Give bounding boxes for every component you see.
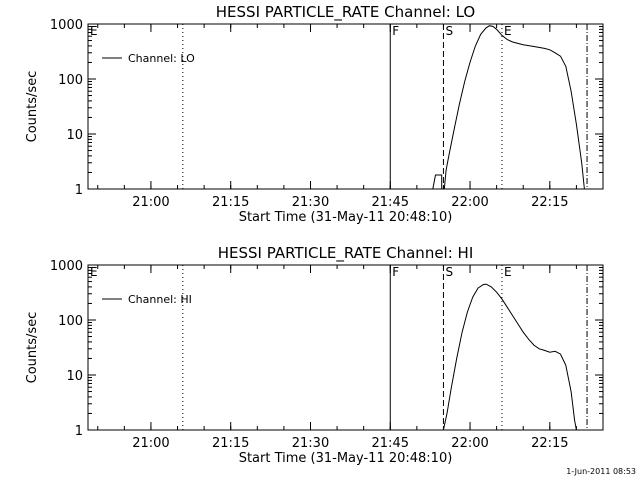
y-axis-label: Counts/sec	[25, 312, 40, 384]
legend-label: Channel: LO	[128, 52, 195, 65]
y-tick-label: 1	[75, 183, 83, 198]
plot-frame	[87, 264, 604, 431]
x-tick-label: 21:30	[292, 436, 329, 451]
series-line	[432, 25, 585, 190]
event-marker-label: F	[392, 265, 399, 279]
x-tick-label: 21:30	[292, 195, 329, 210]
plot-frame	[87, 23, 604, 190]
hi-channel-panel: HESSI PARTICLE_RATE Channel: HI Start Tim…	[25, 244, 604, 466]
y-tick-label: 10	[66, 369, 83, 384]
y-axis-label: Counts/sec	[25, 71, 40, 143]
x-axis-label: Start Time (31-May-11 20:48:10)	[239, 210, 453, 225]
event-marker-label: F	[392, 24, 399, 38]
y-tick-label: 10	[66, 128, 83, 143]
x-tick-label: 21:15	[212, 436, 249, 451]
event-marker-label: S	[445, 265, 453, 279]
chart-title: HESSI PARTICLE_RATE Channel: LO	[216, 3, 475, 22]
x-tick-label: 21:15	[212, 195, 249, 210]
legend-label: Channel: HI	[128, 293, 192, 306]
footer-timestamp: 1-Jun-2011 08:53	[566, 467, 636, 476]
x-tick-label: 21:45	[372, 436, 409, 451]
x-axis-label: Start Time (31-May-11 20:48:10)	[239, 451, 453, 466]
event-marker-label: E	[90, 24, 98, 38]
x-tick-label: 22:00	[451, 436, 488, 451]
x-tick-label: 22:15	[531, 436, 568, 451]
event-marker-label: E	[504, 265, 512, 279]
event-marker-label: S	[445, 24, 453, 38]
series-line	[442, 283, 577, 431]
x-tick-label: 21:45	[372, 195, 409, 210]
x-tick-label: 21:00	[132, 195, 169, 210]
x-tick-label: 22:00	[451, 195, 488, 210]
x-tick-label: 22:15	[531, 195, 568, 210]
y-tick-label: 1	[75, 424, 83, 439]
lo-channel-panel: HESSI PARTICLE_RATE Channel: LO Start Tim…	[25, 3, 604, 225]
event-marker-label: E	[504, 24, 512, 38]
y-tick-label: 1000	[50, 259, 83, 274]
event-marker-label: E	[90, 265, 98, 279]
y-tick-label: 100	[58, 73, 83, 88]
chart-title: HESSI PARTICLE_RATE Channel: HI	[218, 244, 474, 263]
y-tick-label: 100	[58, 314, 83, 329]
x-tick-label: 21:00	[132, 436, 169, 451]
y-tick-label: 1000	[50, 18, 83, 33]
